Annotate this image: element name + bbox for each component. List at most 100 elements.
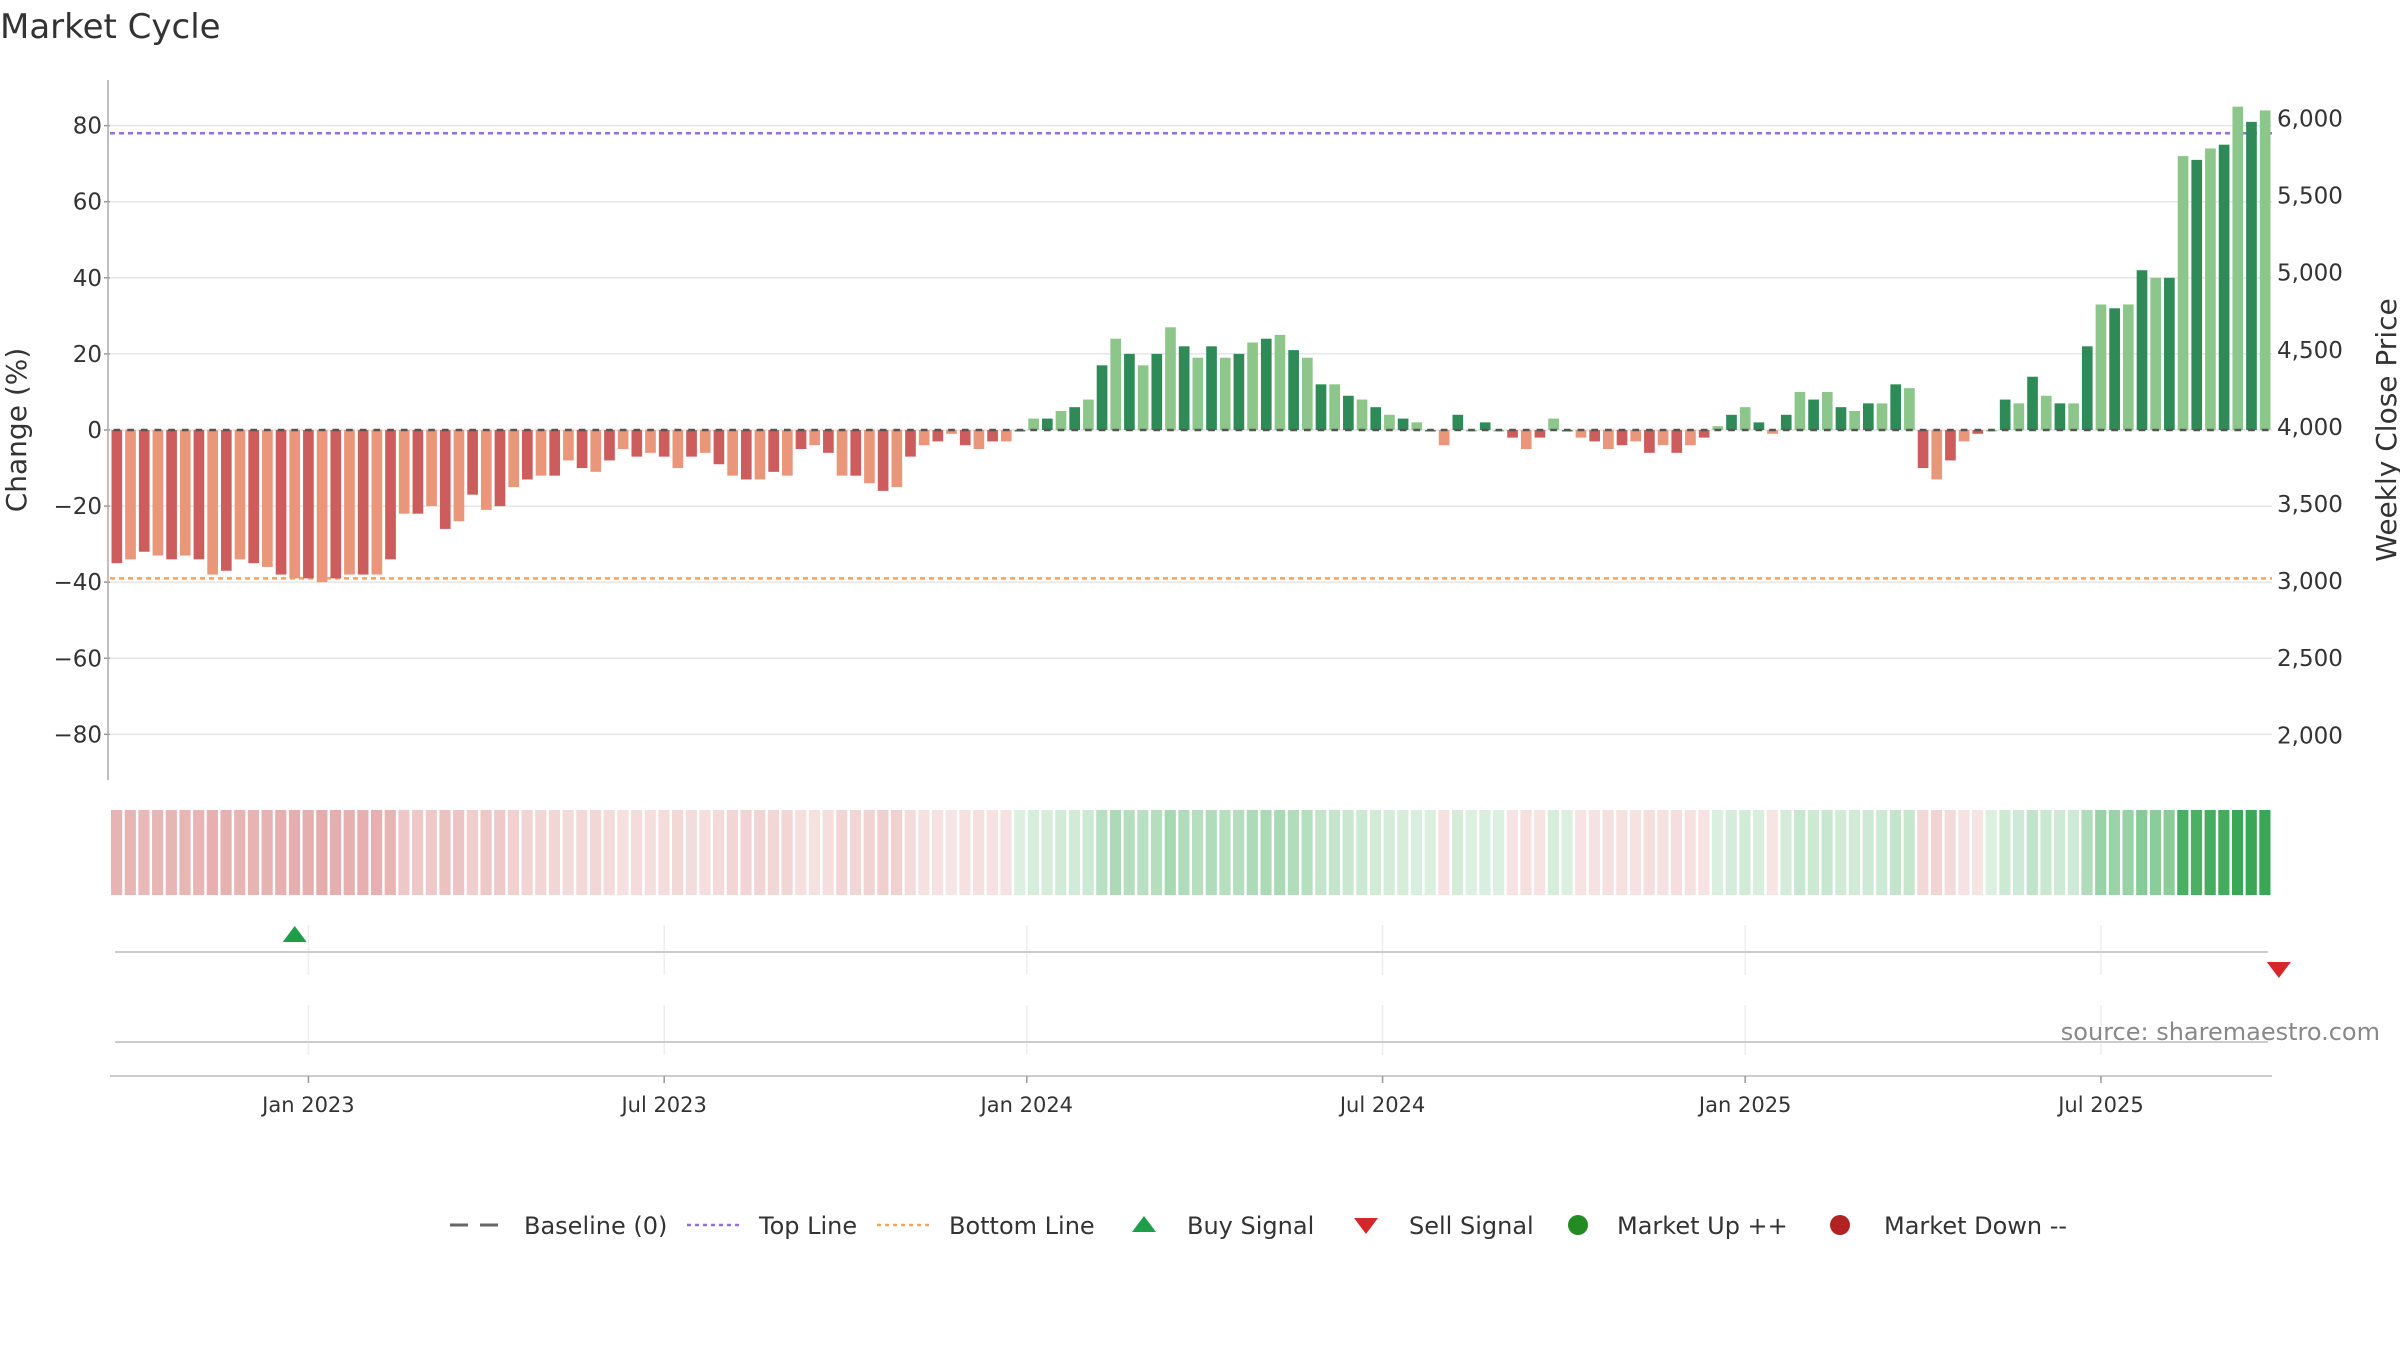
cycle-bar <box>193 430 205 560</box>
heat-cell <box>2108 810 2120 895</box>
cycle-bar <box>1000 430 1012 442</box>
heat-cell <box>1096 810 1108 895</box>
cycle-bar <box>699 430 711 453</box>
cycle-bar <box>1069 407 1081 430</box>
cycle-bar <box>987 430 998 442</box>
heat-cell <box>370 810 383 895</box>
cycle-bar <box>344 430 355 575</box>
heat-cell <box>877 810 889 895</box>
cycle-bar <box>2164 277 2175 430</box>
cycle-bar <box>918 430 930 446</box>
heat-cell <box>890 810 903 895</box>
cycle-bar <box>125 430 136 560</box>
heat-cell <box>1164 810 1176 895</box>
heat-cell <box>1451 810 1464 895</box>
right-tick-label: 5,500 <box>2277 184 2343 210</box>
left-tick-label: −60 <box>53 646 102 672</box>
cycle-bar <box>1247 342 1258 430</box>
heat-cell <box>1000 810 1012 895</box>
signal-panel <box>115 925 2291 1055</box>
cycle-bar <box>1931 430 1943 480</box>
cycle-bar <box>645 430 656 453</box>
heat-cell <box>2054 810 2066 895</box>
heat-cell <box>1753 810 1765 895</box>
heat-cell <box>1657 810 1669 895</box>
cycle-bar <box>1904 388 1915 430</box>
heat-cell <box>193 810 205 895</box>
heat-cell <box>2067 810 2079 895</box>
left-tick-label: 60 <box>73 190 102 216</box>
heat-cell <box>466 810 478 895</box>
heat-cell <box>932 810 944 895</box>
heat-cell <box>1205 810 1217 895</box>
heat-cell <box>1068 810 1081 895</box>
legend-swatch <box>1830 1215 1850 1235</box>
heat-cell <box>1479 810 1491 895</box>
cycle-bar <box>1507 430 1518 438</box>
cycle-bar <box>1698 430 1710 438</box>
cycle-bar <box>1083 399 1094 430</box>
heat-cell <box>329 810 342 895</box>
heat-cell <box>1342 810 1354 895</box>
right-tick-label: 4,000 <box>2277 415 2343 441</box>
cycle-bar <box>412 430 424 514</box>
cycle-bar <box>1767 430 1778 434</box>
cycle-bar <box>1233 353 1245 430</box>
heat-cell <box>316 810 328 895</box>
heat-cell <box>1178 810 1190 895</box>
cycle-bar <box>2136 270 2148 430</box>
cycle-bar <box>1644 430 1655 453</box>
heat-cell <box>1520 810 1532 895</box>
heat-cell <box>945 810 957 895</box>
heat-cell <box>795 810 807 895</box>
right-tick-label: 2,000 <box>2277 723 2343 749</box>
heat-cell <box>2231 810 2244 895</box>
legend-item: Market Down -- <box>1830 1212 2067 1240</box>
heat-cell <box>138 810 150 895</box>
heat-cell <box>2040 810 2052 895</box>
heat-cell <box>1493 810 1505 895</box>
cycle-bar <box>2246 121 2257 430</box>
legend-label: Baseline (0) <box>524 1212 667 1240</box>
heat-cell <box>1369 810 1382 895</box>
cycle-bar <box>166 430 177 560</box>
cycle-bar <box>686 430 697 457</box>
heat-cell <box>1862 810 1874 895</box>
left-tick-label: −40 <box>53 570 102 596</box>
cycle-bar <box>398 430 410 514</box>
legend-label: Market Up ++ <box>1617 1212 1788 1240</box>
left-tick-label: −80 <box>53 722 102 748</box>
cycle-bar <box>905 430 916 457</box>
heat-cell <box>1807 810 1819 895</box>
cycle-bar <box>1821 391 1833 430</box>
cycle-bar <box>2205 148 2216 430</box>
cycle-bar <box>1356 399 1368 430</box>
heat-cell <box>2245 810 2257 895</box>
cycle-bar <box>1479 422 1491 430</box>
heat-cell <box>494 810 506 895</box>
heat-cell <box>288 810 301 895</box>
heat-cell <box>2177 810 2189 895</box>
heat-cell <box>2136 810 2148 895</box>
cycle-bar <box>207 430 218 575</box>
heat-cell <box>1506 810 1518 895</box>
heat-cell <box>1670 810 1683 895</box>
heat-cell <box>1123 810 1135 895</box>
cycle-bar <box>1685 430 1696 446</box>
heat-cell <box>398 810 410 895</box>
cycle-bar <box>1192 357 1204 430</box>
heat-cell <box>521 810 533 895</box>
cycle-bar <box>1124 353 1135 430</box>
heat-cell <box>2218 810 2230 895</box>
heat-cell <box>1616 810 1628 895</box>
heat-cell <box>1438 810 1450 895</box>
cycle-bar <box>2109 308 2120 430</box>
heat-cell <box>836 810 848 895</box>
cycle-bar <box>1411 422 1423 430</box>
heat-cell <box>247 810 260 895</box>
heat-cell <box>453 810 465 895</box>
cycle-bar <box>1028 418 1039 430</box>
date-tick-label: Jan 2023 <box>260 1093 355 1117</box>
legend: Baseline (0) Top Line Bottom Line Buy Signa… <box>450 1212 2067 1240</box>
